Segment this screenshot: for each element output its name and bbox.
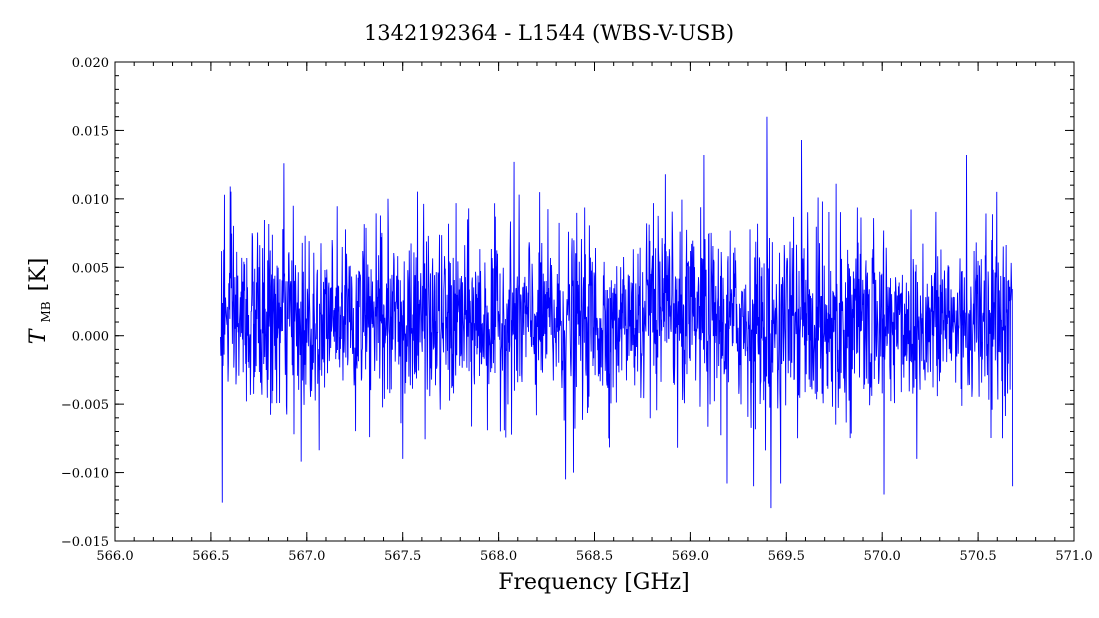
x-tick-label: 568.0 <box>480 549 517 564</box>
y-tick-label: −0.015 <box>61 535 109 550</box>
y-axis-label-subscript: MB <box>39 301 53 322</box>
y-tick-label: 0.005 <box>72 261 109 276</box>
x-tick-label: 567.0 <box>288 549 325 564</box>
y-tick-label: −0.005 <box>61 398 109 413</box>
x-tick-label: 570.0 <box>864 549 901 564</box>
x-tick-label: 567.5 <box>384 549 421 564</box>
x-tick-label: 568.5 <box>576 549 613 564</box>
spectrum-series <box>220 116 1014 509</box>
y-axis-label-unit: [K] <box>26 258 51 292</box>
y-tick-label: 0.020 <box>72 56 109 71</box>
x-tick-label: 569.0 <box>672 549 709 564</box>
x-tick-label: 569.5 <box>768 549 805 564</box>
chart-title: 1342192364 - L1544 (WBS-V-USB) <box>364 21 734 45</box>
y-tick-label: −0.010 <box>61 467 109 482</box>
y-tick-label: 0.010 <box>72 193 109 208</box>
y-axis-ticks: −0.015 −0.010 −0.005 0.000 0.005 0.010 0.015 0.… <box>61 56 1074 550</box>
y-axis-label-symbol: T <box>26 327 51 344</box>
y-tick-label: 0.000 <box>72 330 109 345</box>
y-axis-label: T MB [K] <box>26 258 54 345</box>
x-axis-label: Frequency [GHz] <box>498 570 690 595</box>
y-tick-label: 0.015 <box>72 124 109 139</box>
spectrum-line <box>220 116 1014 509</box>
x-axis-ticks: 566.0 566.5 567.0 567.5 568.0 568.5 569.0 569.5… <box>96 62 1093 564</box>
x-tick-label: 566.5 <box>192 549 229 564</box>
x-tick-label: 566.0 <box>96 549 133 564</box>
x-tick-label: 570.5 <box>959 549 996 564</box>
x-tick-label: 571.0 <box>1055 549 1092 564</box>
